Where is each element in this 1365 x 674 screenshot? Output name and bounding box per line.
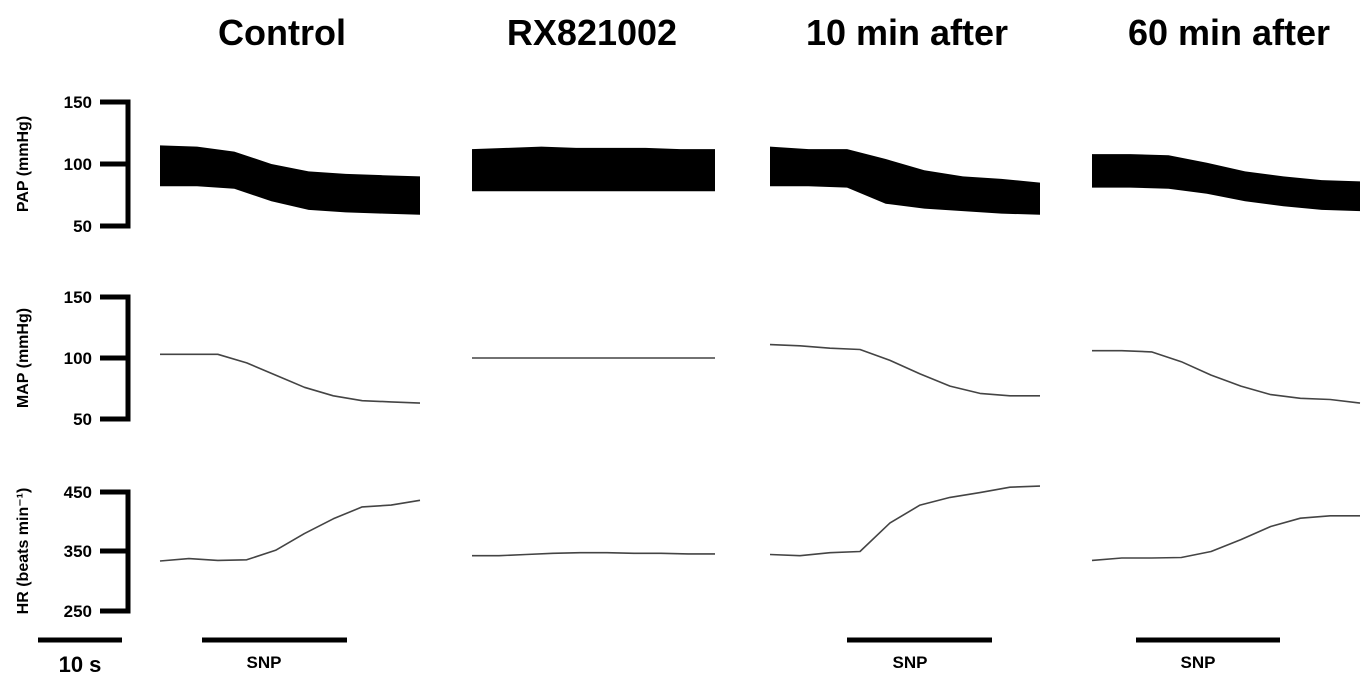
- map-tick-50: 50: [73, 410, 92, 429]
- map-axis: 150 100 50 MAP (mmHg): [15, 288, 131, 429]
- map-tick-150: 150: [64, 288, 92, 307]
- pap-axis: 150 100 50 PAP (mmHg): [15, 93, 131, 236]
- pap-tick-50: 50: [73, 217, 92, 236]
- pap-trace-rx821002: [472, 146, 715, 192]
- hr-trace-10-min-after: [769, 485, 1041, 557]
- map-trace-10-min-after: [769, 343, 1040, 397]
- time-scale-bar: 10 s: [38, 637, 122, 674]
- panel-title-10-min-after: 10 min after: [806, 12, 1008, 53]
- traces: [159, 145, 1361, 562]
- hr-trace-rx821002: [472, 551, 715, 557]
- map-trace-60-min-after: [1092, 349, 1361, 404]
- pap-tick-100: 100: [64, 155, 92, 174]
- snp-label-60-min-after: SNP: [1181, 653, 1216, 672]
- panel-title-rx821002: RX821002: [507, 12, 677, 53]
- hr-tick-350: 350: [64, 542, 92, 561]
- snp-label-10-min-after: SNP: [893, 653, 928, 672]
- panel-title-control: Control: [218, 12, 346, 53]
- pap-trace-60-min-after: [1092, 154, 1360, 212]
- time-scale-label: 10 s: [59, 652, 102, 674]
- map-axis-line: [100, 294, 131, 422]
- panel-title-60-min-after: 60 min after: [1128, 12, 1330, 53]
- panel-titles: Control RX821002 10 min after 60 min aft…: [218, 12, 1330, 53]
- pap-tick-150: 150: [64, 93, 92, 112]
- hr-axis: 450 350 250 HR (beats min⁻¹): [15, 483, 131, 621]
- pap-axis-label: PAP (mmHg): [15, 116, 32, 212]
- hr-trace-control: [159, 499, 421, 562]
- map-trace-control: [160, 353, 421, 404]
- hr-axis-line: [100, 489, 131, 614]
- pap-axis-line: [100, 99, 131, 229]
- map-tick-100: 100: [64, 349, 92, 368]
- pap-trace-control: [160, 145, 420, 215]
- pap-trace-10-min-after: [770, 146, 1040, 215]
- hr-tick-250: 250: [64, 602, 92, 621]
- hr-tick-450: 450: [64, 483, 92, 502]
- snp-markers: SNP SNP SNP: [202, 637, 1280, 672]
- hr-axis-label: HR (beats min⁻¹): [15, 488, 32, 615]
- snp-label-control: SNP: [247, 653, 282, 672]
- hr-trace-60-min-after: [1091, 514, 1360, 562]
- map-axis-label: MAP (mmHg): [15, 308, 32, 408]
